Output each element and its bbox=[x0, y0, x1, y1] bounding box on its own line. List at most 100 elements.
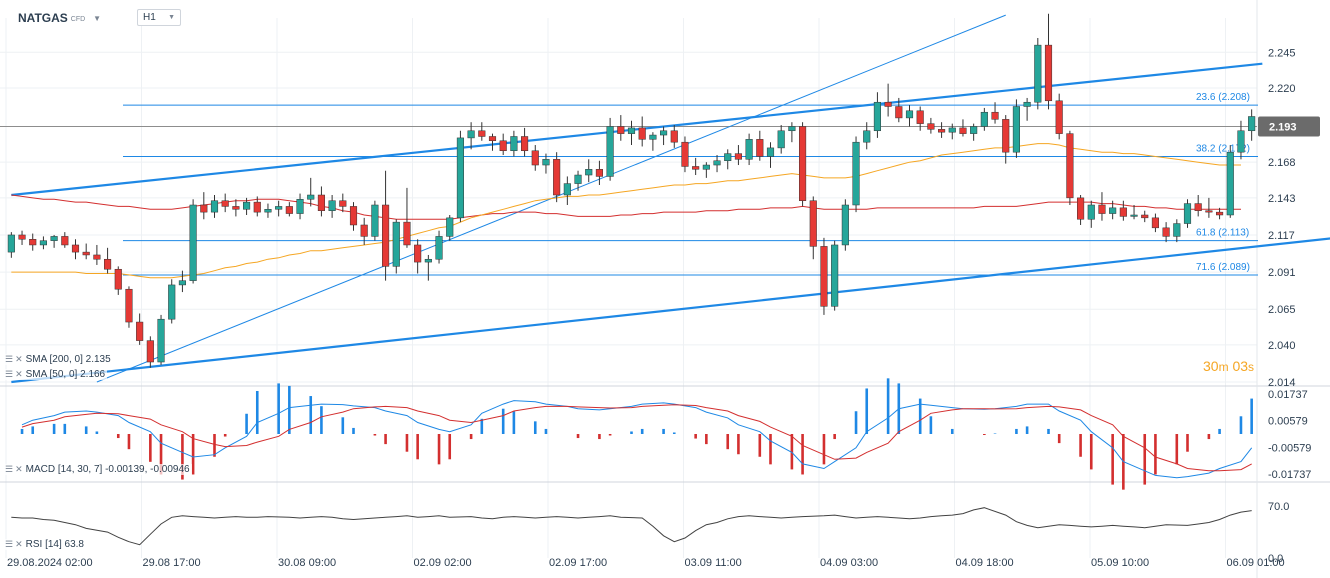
candle bbox=[756, 139, 764, 157]
candle bbox=[488, 136, 497, 142]
timeframe-value: H1 bbox=[143, 12, 156, 23]
price-tick-label: 2.091 bbox=[1268, 267, 1296, 279]
candle bbox=[1012, 106, 1020, 153]
rsi-tick-label: 70.0 bbox=[1268, 501, 1289, 513]
macd-legend[interactable]: ☰ ✕ MACD [14, 30, 7] -0.00139, -0.00946 bbox=[5, 464, 192, 475]
candle bbox=[852, 141, 860, 206]
candle bbox=[820, 246, 828, 307]
candle bbox=[1109, 207, 1117, 214]
candle bbox=[1173, 223, 1181, 237]
trendline bbox=[11, 237, 1330, 384]
rsi-legend[interactable]: ☰ ✕ RSI [14] 63.8 bbox=[5, 539, 86, 550]
menu-icon[interactable]: ☰ bbox=[5, 369, 14, 379]
chevron-down-icon: ▼ bbox=[168, 14, 175, 21]
time-tick-label: 30.08 09:00 bbox=[278, 557, 336, 569]
close-icon[interactable]: ✕ bbox=[15, 369, 23, 379]
candle bbox=[435, 236, 443, 260]
candle bbox=[328, 200, 336, 211]
candle bbox=[264, 209, 272, 213]
candle bbox=[210, 200, 219, 213]
sma200-legend[interactable]: ☰ ✕ SMA [200, 0] 2.135 bbox=[5, 354, 113, 365]
symbol-selector[interactable]: NATGAS CFD ▼ bbox=[18, 8, 101, 28]
candle bbox=[424, 258, 432, 263]
candle bbox=[1087, 204, 1095, 220]
macd-line bbox=[21, 400, 1253, 479]
candle bbox=[991, 111, 999, 120]
candle bbox=[146, 340, 154, 363]
candle bbox=[71, 244, 80, 253]
price-tick-label: 2.143 bbox=[1268, 193, 1296, 205]
candle bbox=[788, 126, 796, 132]
candle bbox=[884, 101, 892, 107]
time-tick-label: 02.09 02:00 bbox=[414, 557, 472, 569]
macd-tick-label: 0.01737 bbox=[1268, 389, 1308, 401]
candle bbox=[275, 206, 283, 210]
candle bbox=[831, 244, 839, 307]
candle bbox=[521, 136, 529, 152]
menu-icon[interactable]: ☰ bbox=[5, 354, 14, 364]
candle bbox=[7, 234, 15, 253]
candle bbox=[61, 236, 69, 246]
time-tick-label: 04.09 18:00 bbox=[956, 557, 1014, 569]
candle bbox=[189, 204, 197, 281]
candle bbox=[403, 221, 411, 246]
candle bbox=[1066, 133, 1074, 199]
candle bbox=[114, 268, 122, 290]
countdown-seconds: 03 bbox=[1232, 358, 1249, 374]
candle bbox=[1077, 197, 1085, 220]
candle bbox=[1183, 203, 1192, 224]
rsi-line bbox=[11, 507, 1252, 546]
timeframe-select[interactable]: H1 ▼ bbox=[137, 9, 181, 26]
current-price-badge bbox=[1258, 116, 1320, 137]
candle bbox=[905, 110, 914, 119]
candle bbox=[1141, 214, 1149, 219]
time-tick-label: 04.09 03:00 bbox=[820, 557, 878, 569]
candle bbox=[307, 194, 315, 200]
price-tick-label: 2.245 bbox=[1268, 47, 1296, 59]
candle bbox=[157, 318, 165, 363]
sma200-label: SMA [200, 0] 2.135 bbox=[25, 354, 111, 365]
price-tick-label: 2.014 bbox=[1268, 377, 1296, 389]
trendline bbox=[11, 62, 1263, 197]
candle bbox=[478, 130, 486, 137]
candle bbox=[617, 126, 625, 134]
time-tick-label: 06.09 01:00 bbox=[1227, 557, 1285, 569]
current-price-label: 2.193 bbox=[1269, 121, 1297, 133]
candle bbox=[585, 169, 593, 176]
macd-tick-label: 0.00579 bbox=[1268, 416, 1308, 428]
fib-level-label: 38.2 (2.172) bbox=[1196, 143, 1250, 154]
fib-level-label: 61.8 (2.113) bbox=[1196, 228, 1249, 239]
candle bbox=[253, 201, 261, 213]
symbol-name: NATGAS bbox=[18, 11, 68, 25]
countdown-minutes-unit: m bbox=[1218, 360, 1229, 374]
candle bbox=[948, 127, 956, 133]
candle bbox=[1216, 211, 1224, 216]
candle bbox=[1205, 210, 1213, 213]
candle bbox=[349, 206, 358, 226]
candle bbox=[392, 221, 400, 267]
time-tick-label: 29.08.2024 02:00 bbox=[7, 557, 93, 569]
candle bbox=[1248, 116, 1256, 132]
candle bbox=[863, 130, 871, 143]
close-icon[interactable]: ✕ bbox=[15, 539, 23, 549]
price-tick-label: 2.168 bbox=[1268, 157, 1296, 169]
menu-icon[interactable]: ☰ bbox=[5, 464, 14, 474]
candle bbox=[414, 244, 422, 263]
candle bbox=[1226, 151, 1234, 216]
instrument-type: CFD bbox=[70, 16, 86, 23]
candle bbox=[178, 280, 186, 286]
close-icon[interactable]: ✕ bbox=[15, 354, 23, 364]
chevron-down-icon[interactable]: ▼ bbox=[93, 13, 102, 23]
candle bbox=[446, 217, 454, 237]
candle bbox=[841, 204, 849, 246]
menu-icon[interactable]: ☰ bbox=[5, 539, 14, 549]
price-tick-label: 2.040 bbox=[1268, 340, 1296, 352]
countdown-seconds-unit: s bbox=[1248, 360, 1255, 374]
candle bbox=[702, 164, 710, 170]
close-icon[interactable]: ✕ bbox=[15, 464, 23, 474]
sma50-legend[interactable]: ☰ ✕ SMA [50, 0] 2.166 bbox=[5, 369, 108, 380]
candle bbox=[777, 130, 785, 149]
candle bbox=[39, 240, 47, 246]
candle bbox=[745, 139, 753, 160]
